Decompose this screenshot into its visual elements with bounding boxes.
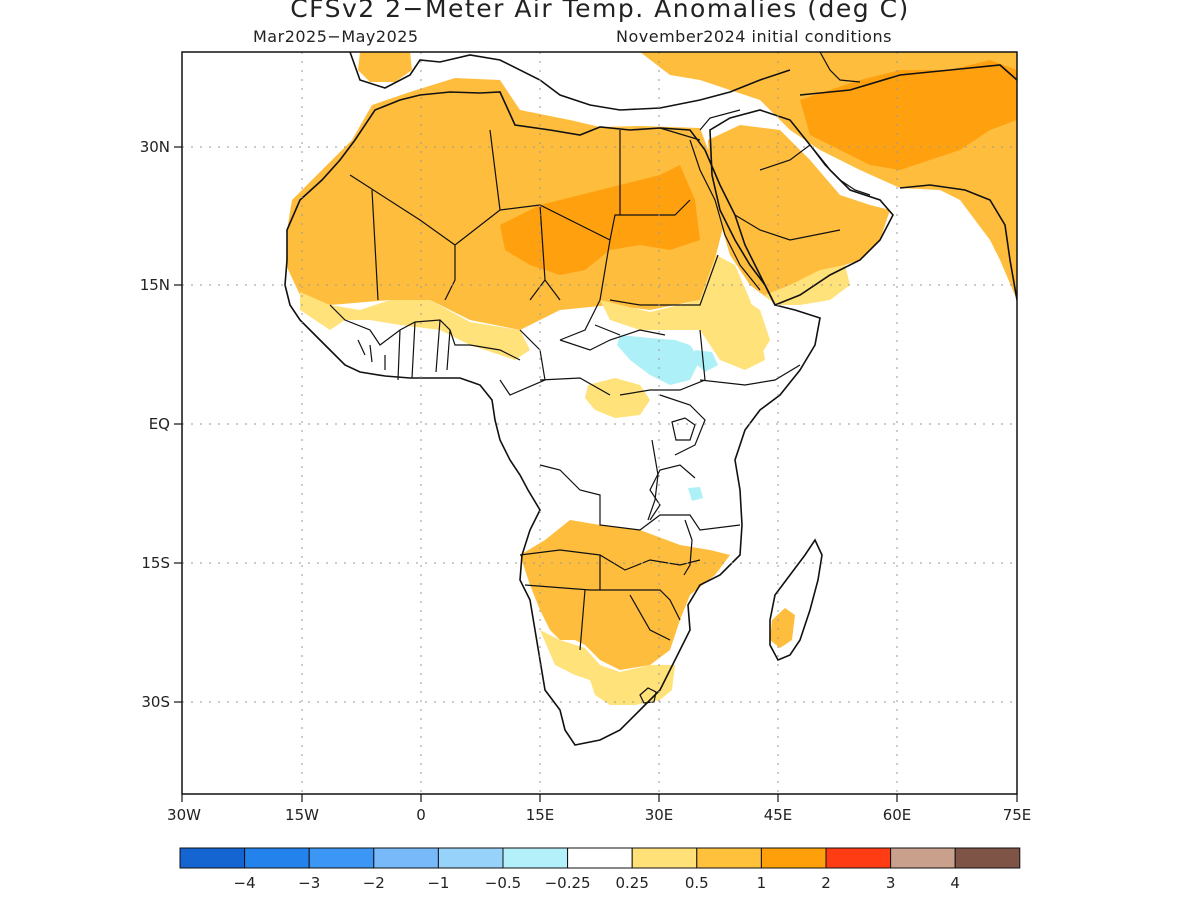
- arabia-coastline: [709, 109, 894, 307]
- forecast-period-label: Mar2025−May2025: [253, 27, 419, 46]
- y-tick-label: 30N: [140, 138, 170, 156]
- x-tick-label: 0: [416, 806, 426, 824]
- x-tick-label: 75E: [1003, 806, 1032, 824]
- legend-color-box: [825, 847, 892, 869]
- axis-ticks: [174, 146, 1018, 802]
- legend-value-label: 3: [886, 874, 896, 892]
- x-axis-labels: 30W 15W 0 15E 30E 45E 60E 75E: [167, 806, 1031, 824]
- x-tick-label: 15E: [526, 806, 555, 824]
- legend-color-box: [954, 847, 1021, 869]
- anomaly-region-mediterranean: [358, 52, 412, 82]
- anomaly-shading: [286, 52, 1017, 705]
- legend-value-label: −0.25: [545, 874, 591, 892]
- map-title: CFSv2 2−Meter Air Temp. Anomalies (deg C…: [290, 0, 910, 23]
- anomaly-region-iran-core: [800, 60, 1017, 170]
- y-tick-label: 15S: [141, 554, 170, 572]
- map-frame: [181, 51, 1018, 795]
- legend-color-box: [437, 847, 504, 869]
- legend-value-label: 2: [821, 874, 831, 892]
- legend-color-box: [244, 847, 310, 869]
- y-tick-label: EQ: [149, 415, 170, 433]
- caspian-sea: [819, 52, 861, 83]
- legend-value-label: −1: [427, 874, 449, 892]
- gridlines: [182, 52, 1017, 794]
- legend-value-label: 0.5: [685, 874, 709, 892]
- legend-color-box: [760, 847, 827, 869]
- south-africa-lesotho: [639, 687, 657, 704]
- legend-labels: −4 −3 −2 −1 −0.5 −0.25 0.25 0.5 1 2 3 4: [234, 874, 960, 892]
- lake-malawi: [683, 519, 693, 576]
- legend-color-box: [179, 847, 246, 869]
- legend-color-box: [890, 847, 956, 869]
- y-tick-label: 15N: [140, 276, 170, 294]
- africa-coastline: [284, 91, 821, 746]
- lake-victoria: [671, 417, 696, 441]
- legend-color-box: [373, 847, 439, 869]
- x-tick-label: 30E: [645, 806, 674, 824]
- lake-tanganyika: [647, 439, 659, 521]
- legend-color-box: [502, 847, 569, 869]
- legend-value-label: −3: [298, 874, 320, 892]
- legend-color-box: [567, 847, 633, 869]
- anomaly-region-ethiopia-cool: [694, 350, 718, 372]
- anomaly-region-horn-yellow: [720, 300, 770, 365]
- y-tick-label: 30S: [141, 693, 170, 711]
- legend-value-label: 1: [757, 874, 767, 892]
- anomaly-region-arabia: [708, 125, 890, 300]
- x-tick-label: 15W: [285, 806, 319, 824]
- legend-value-label: 4: [950, 874, 960, 892]
- x-tick-label: 30W: [167, 806, 201, 824]
- anomaly-region-southern-africa-yellow: [540, 630, 675, 705]
- anomaly-region-congo-yellow: [585, 378, 650, 418]
- legend-color-box: [308, 847, 375, 869]
- legend-value-label: −0.5: [485, 874, 521, 892]
- anomaly-region-sahara: [286, 78, 730, 330]
- map-area: [284, 52, 1017, 746]
- anomaly-region-sahara-core: [500, 165, 700, 275]
- legend-color-box: [696, 847, 762, 869]
- color-legend: [179, 847, 1021, 869]
- initial-conditions-label: November2024 initial conditions: [616, 27, 892, 46]
- x-tick-label: 45E: [764, 806, 793, 824]
- legend-value-label: −4: [234, 874, 256, 892]
- legend-color-box: [631, 847, 698, 869]
- legend-value-label: 0.25: [615, 874, 648, 892]
- red-sea: [689, 139, 761, 291]
- y-axis-labels: 30N 15N EQ 15S 30S: [140, 138, 170, 711]
- iran-coastline: [799, 64, 1017, 301]
- anomaly-region-tanzania-cool: [688, 487, 703, 501]
- madagascar-coastline: [769, 538, 823, 662]
- anomaly-region-southern-africa: [520, 520, 730, 670]
- anomaly-region-madagascar: [770, 608, 795, 648]
- persian-gulf: [809, 144, 871, 196]
- x-tick-label: 60E: [883, 806, 912, 824]
- legend-value-label: −2: [363, 874, 385, 892]
